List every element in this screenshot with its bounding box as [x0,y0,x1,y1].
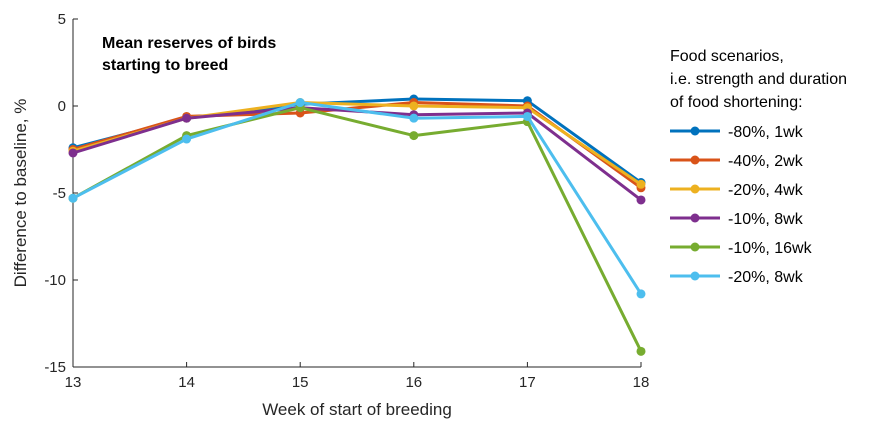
axis-labels: Week of start of breeding Difference to b… [11,99,452,419]
series-line [72,101,643,295]
chart-title-line: starting to breed [102,57,228,74]
legend-label: -10%, 16wk [728,240,813,257]
legend-label: -10%, 8wk [728,211,804,228]
x-tick-label: 17 [519,374,536,391]
data-point [409,113,419,123]
legend-label: -80%, 1wk [728,124,804,141]
data-point [409,131,419,141]
x-tick-label: 14 [178,374,195,391]
x-tick-label: 16 [405,374,422,391]
chart-title: Mean reserves of birds starting to breed [102,35,276,74]
series-5 [68,103,646,356]
legend-item: -80%, 1wk [670,124,804,141]
data-point [409,101,419,111]
series-line [72,101,642,190]
y-tick-label: 0 [58,98,66,115]
data-point [182,134,192,144]
x-tick-label: 13 [65,374,82,391]
y-axis-label: Difference to baseline, % [11,99,30,288]
x-tick-label: 15 [292,374,309,391]
data-point [636,289,646,299]
legend-swatch-marker [690,184,700,194]
data-point [295,98,305,108]
legend-item: -20%, 8wk [670,269,804,286]
legend-label: -20%, 4wk [728,182,804,199]
legend: Food scenarios, i.e. strength and duratio… [670,48,847,286]
legend-swatch-marker [690,155,700,165]
series-6 [68,98,646,299]
legend-title-line: i.e. strength and duration [670,71,847,88]
chart-title-line: Mean reserves of birds [102,35,276,52]
y-tick-label: -10 [44,272,66,289]
legend-label: -20%, 8wk [728,269,804,286]
legend-title-line: of food shortening: [670,94,803,111]
x-axis-label: Week of start of breeding [262,400,452,419]
legend-item: -40%, 2wk [670,153,804,170]
legend-swatch-marker [690,271,700,281]
data-point [636,195,646,205]
x-tick-label: 18 [633,374,650,391]
y-tick-label: -5 [53,185,66,202]
legend-swatch-marker [690,213,700,223]
data-point [182,113,192,123]
y-tick-label: -15 [44,359,66,376]
series-layer [68,94,646,356]
data-point [522,111,532,121]
legend-item: -20%, 4wk [670,182,804,199]
legend-label: -40%, 2wk [728,153,804,170]
legend-swatch-marker [690,242,700,252]
data-point [636,346,646,356]
legend-swatch-marker [690,126,700,136]
data-point [636,179,646,189]
series-line [72,106,643,352]
y-tick-label: 5 [58,11,66,28]
data-point [68,148,78,158]
series-line [72,101,642,186]
data-point [68,193,78,203]
legend-title-line: Food scenarios, [670,48,784,65]
legend-item: -10%, 8wk [670,211,804,228]
legend-item: -10%, 16wk [670,240,813,257]
